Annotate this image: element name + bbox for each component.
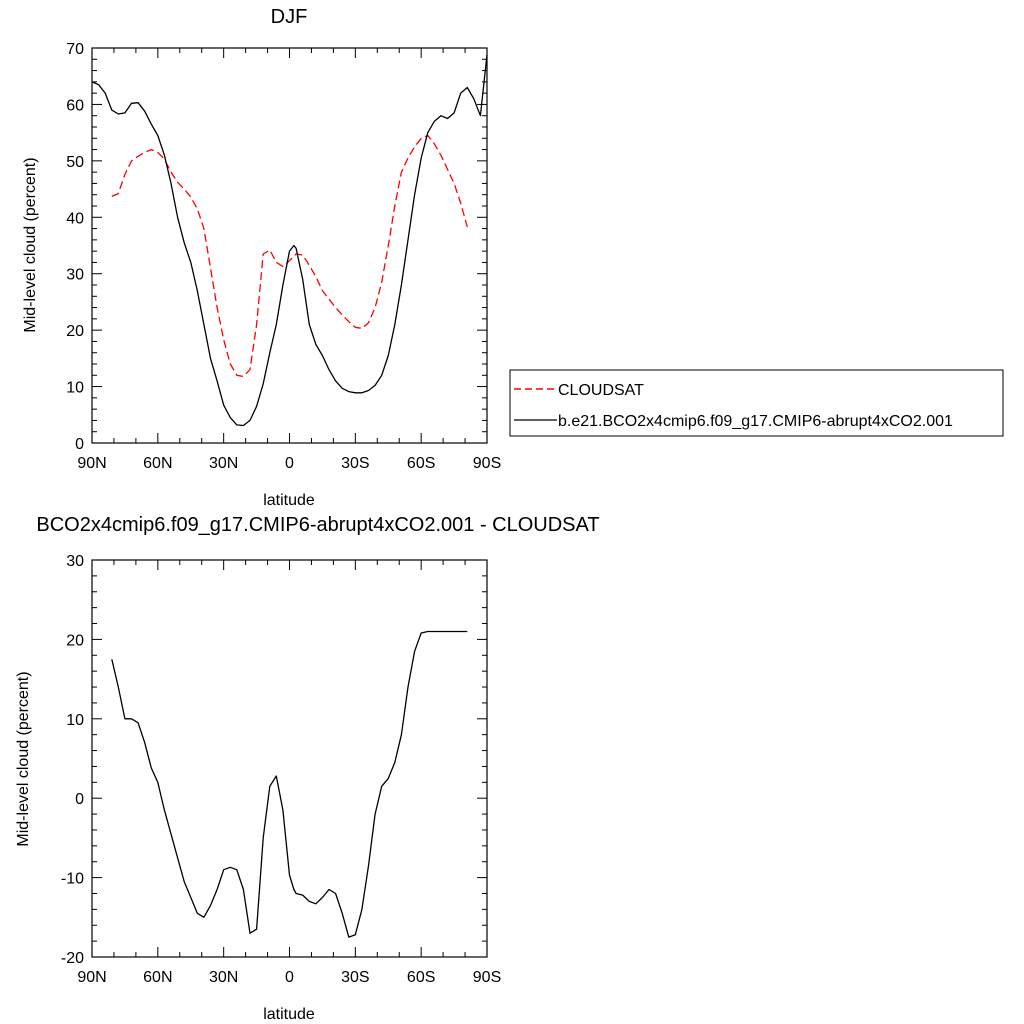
chart-title: DJF <box>271 6 308 28</box>
chart-title: BCO2x4cmip6.f09_g17.CMIP6-abrupt4xCO2.00… <box>36 514 599 536</box>
series-line-0 <box>111 134 468 378</box>
x-axis-title: latitude <box>263 1006 315 1023</box>
legend-label-cloudsat: CLOUDSAT <box>558 382 644 399</box>
x-tick-label: 90N <box>77 455 106 472</box>
x-tick-label: 60N <box>143 455 172 472</box>
x-tick-label: 90N <box>77 969 106 986</box>
x-tick-label: 30S <box>341 969 369 986</box>
plot-frame <box>91 559 488 958</box>
x-tick-label: 30N <box>209 969 238 986</box>
y-tick-label: -10 <box>61 871 84 888</box>
y-tick-label: -20 <box>61 950 84 967</box>
y-tick-label: 50 <box>66 154 84 171</box>
y-axis-title: Mid-level cloud (percent) <box>22 157 39 332</box>
x-tick-label: 30N <box>209 455 238 472</box>
y-tick-label: 0 <box>75 436 84 453</box>
series-layer <box>91 54 488 427</box>
x-axis-title: latitude <box>263 492 315 509</box>
y-axis-title: Mid-level cloud (percent) <box>15 671 32 846</box>
axis-ticks: 90N 60N 30N 0 30S 60S 90S -20 -10 0 10 20 30 <box>61 553 501 986</box>
y-tick-label: 30 <box>66 267 84 284</box>
x-tick-label: 60S <box>407 455 435 472</box>
axis-ticks: 90N 60N 30N 0 30S 60S 90S 0 10 20 30 40 50 60 70 <box>66 41 501 472</box>
y-tick-label: 10 <box>66 712 84 729</box>
legend-box <box>509 369 1004 437</box>
x-tick-label: 0 <box>285 455 294 472</box>
y-tick-label: 40 <box>66 210 84 227</box>
y-tick-label: 10 <box>66 380 84 397</box>
panel-difference: BCO2x4cmip6.f09_g17.CMIP6-abrupt4xCO2.00… <box>15 514 600 1023</box>
legend: CLOUDSAT b.e21.BCO2x4cmip6.f09_g17.CMIP6… <box>509 369 1004 437</box>
x-tick-label: 60S <box>407 969 435 986</box>
series-layer <box>111 630 468 938</box>
plot-frame <box>91 47 488 444</box>
x-tick-label: 0 <box>285 969 294 986</box>
y-tick-label: 20 <box>66 632 84 649</box>
legend-label-model: b.e21.BCO2x4cmip6.f09_g17.CMIP6-abrupt4x… <box>558 413 953 430</box>
y-tick-label: 0 <box>75 791 84 808</box>
x-tick-label: 90S <box>473 969 501 986</box>
x-tick-label: 60N <box>143 969 172 986</box>
x-tick-label: 90S <box>473 455 501 472</box>
y-tick-label: 70 <box>66 41 84 58</box>
series-line-0 <box>111 630 468 938</box>
series-line-1 <box>91 54 488 427</box>
y-tick-label: 20 <box>66 323 84 340</box>
x-tick-label: 30S <box>341 455 369 472</box>
y-tick-label: 60 <box>66 97 84 114</box>
y-tick-label: 30 <box>66 553 84 570</box>
panel-djf: DJF 90N 60N 30N 0 30S 60S 90S 0 10 20 30 40 50 60 70 l… <box>22 6 501 509</box>
